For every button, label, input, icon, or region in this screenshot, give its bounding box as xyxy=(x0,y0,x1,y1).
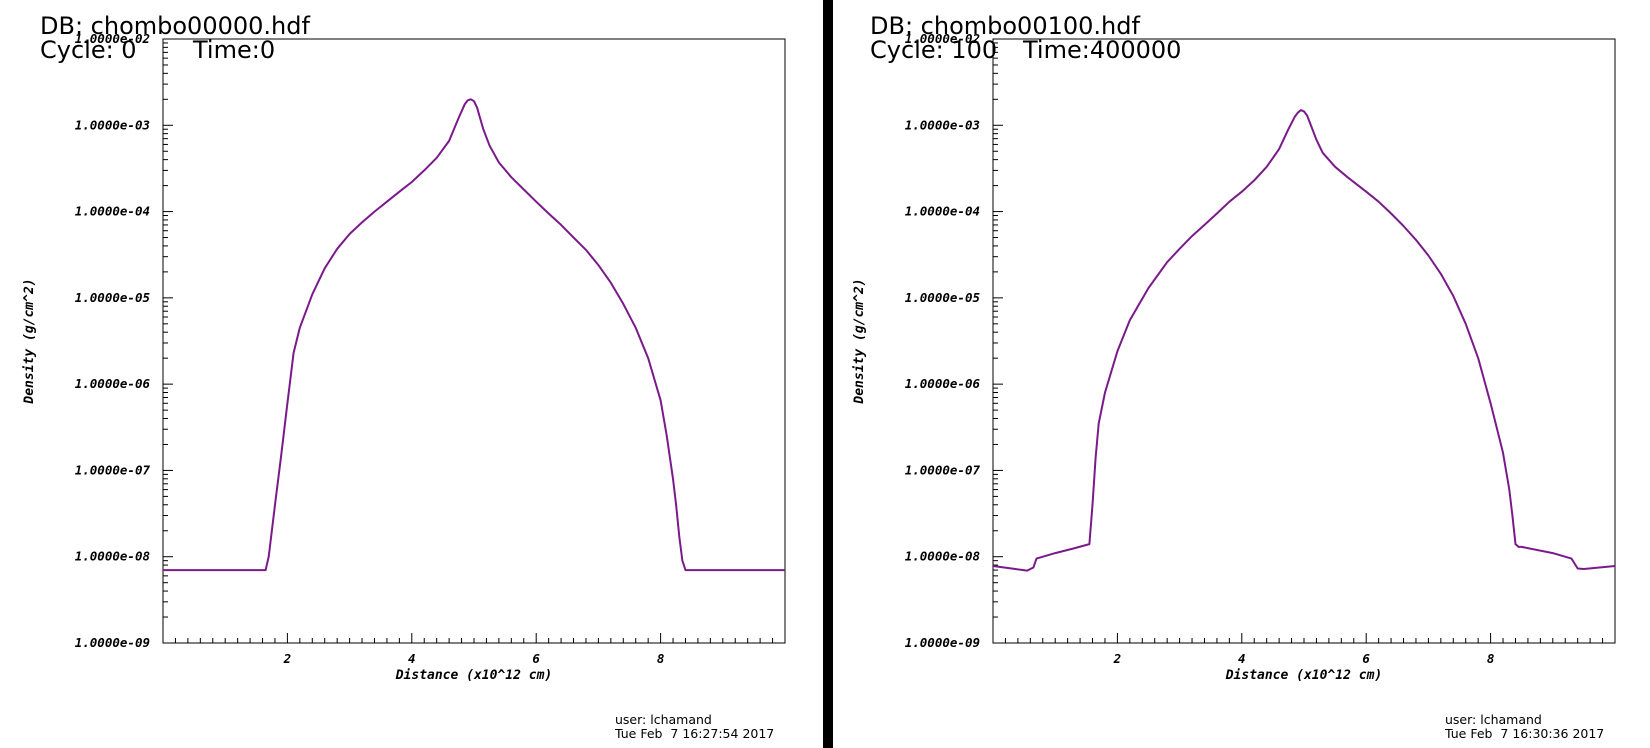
date-label: Tue Feb 7 16:30:36 2017 xyxy=(1445,726,1605,741)
database-label: DB: chombo00000.hdf xyxy=(40,12,310,40)
panel-divider xyxy=(823,0,833,748)
date-label: Tue Feb 7 16:27:54 2017 xyxy=(615,726,775,741)
cycle-label: Cycle: 100 xyxy=(870,36,998,64)
plot-frame xyxy=(992,38,1616,644)
x-tick-label: 8 xyxy=(1487,651,1495,666)
y-tick-label: 1.0000e-06 xyxy=(905,376,981,391)
y-axis-label: Density (g/cm^2) xyxy=(22,278,37,404)
x-tick-label: 6 xyxy=(1362,651,1370,666)
y-tick-label: 1.0000e-04 xyxy=(905,204,980,219)
x-tick-label: 4 xyxy=(408,651,416,666)
y-tick-label: 1.0000e-05 xyxy=(905,290,981,305)
density-plot-left: 1.0000e-09 1.0000e-08 1.0000e-07 1.0000e-06… xyxy=(22,31,786,683)
user-label: user: lchamand xyxy=(1445,712,1542,727)
y-tick-label: 1.0000e-03 xyxy=(905,117,980,132)
plot-panel-right: 1.0000e-09 1.0000e-08 1.0000e-07 1.0000e-06… xyxy=(830,0,1650,748)
density-curve xyxy=(163,98,785,572)
time-label: Time:0 xyxy=(193,36,276,64)
plot-frame xyxy=(162,38,786,644)
y-tick-label: 1.0000e-06 xyxy=(75,376,151,391)
y-tick-label: 1.0000e-02 xyxy=(75,31,150,46)
user-label: user: lchamand xyxy=(615,712,712,727)
plot-panel-left: 1.0000e-09 1.0000e-08 1.0000e-07 1.0000e-06… xyxy=(0,0,820,748)
y-tick-label: 1.0000e-08 xyxy=(905,549,980,564)
y-tick-label: 1.0000e-02 xyxy=(905,31,980,46)
density-plot-right: 1.0000e-09 1.0000e-08 1.0000e-07 1.0000e-06… xyxy=(852,31,1616,683)
cycle-label: Cycle: 0 xyxy=(40,36,137,64)
x-tick-label: 6 xyxy=(532,651,540,666)
x-tick-label: 4 xyxy=(1238,651,1246,666)
y-tick-label: 1.0000e-09 xyxy=(905,635,980,650)
density-curve xyxy=(992,109,1616,572)
y-tick-label: 1.0000e-07 xyxy=(75,462,151,477)
x-axis-label: Distance (x10^12 cm) xyxy=(1225,668,1383,683)
x-tick-label: 2 xyxy=(1113,651,1122,666)
y-tick-label: 1.0000e-09 xyxy=(75,635,150,650)
y-tick-label: 1.0000e-08 xyxy=(75,549,150,564)
x-tick-label: 2 xyxy=(283,651,292,666)
y-axis-label: Density (g/cm^2) xyxy=(852,278,867,404)
time-label: Time:400000 xyxy=(1023,36,1182,64)
y-tick-label: 1.0000e-03 xyxy=(75,117,150,132)
x-tick-label: 8 xyxy=(657,651,665,666)
database-label: DB: chombo00100.hdf xyxy=(870,12,1140,40)
y-tick-label: 1.0000e-07 xyxy=(905,462,981,477)
y-tick-label: 1.0000e-05 xyxy=(75,290,151,305)
y-tick-label: 1.0000e-04 xyxy=(75,204,150,219)
x-axis-label: Distance (x10^12 cm) xyxy=(395,668,553,683)
